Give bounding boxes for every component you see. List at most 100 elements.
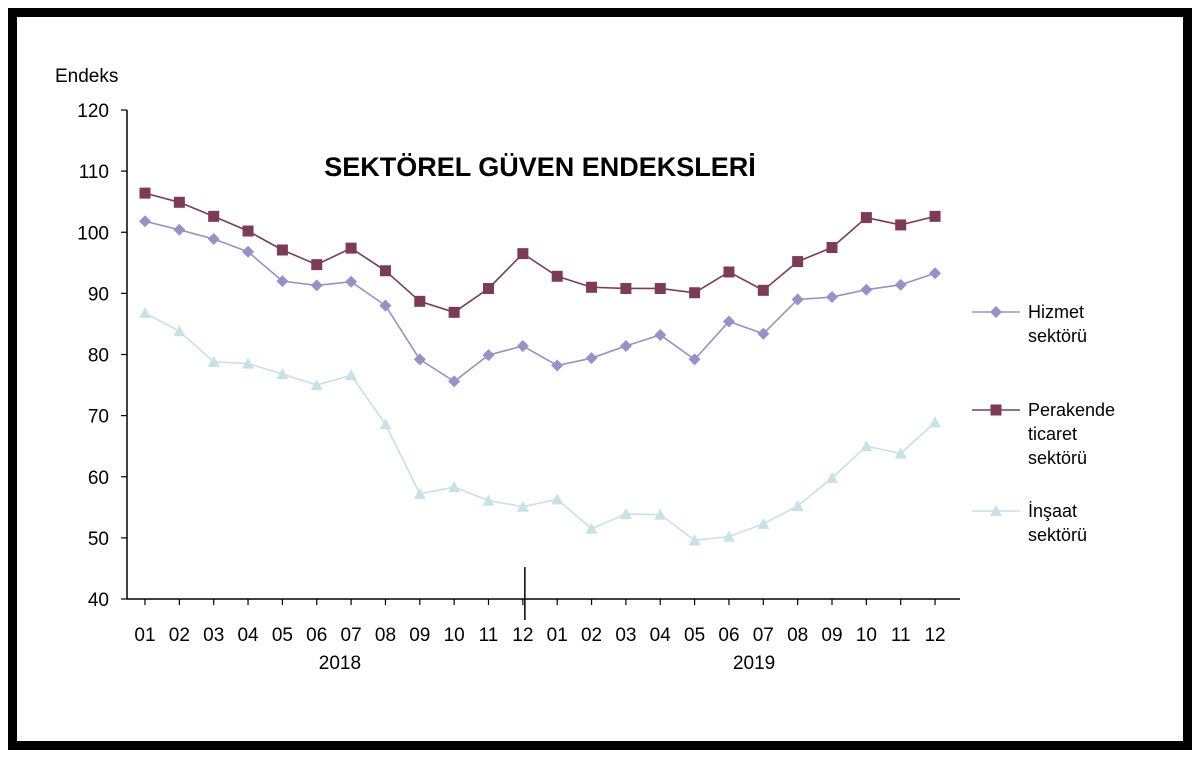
data-point — [139, 306, 151, 318]
data-point — [413, 353, 426, 366]
data-point — [860, 440, 873, 452]
data-point — [791, 500, 804, 512]
data-point — [723, 266, 735, 278]
data-point — [483, 282, 494, 294]
year-label-2019: 2019 — [733, 653, 775, 674]
y-tick-label: 120 — [77, 101, 109, 122]
series-line — [144, 220, 936, 383]
data-point — [586, 281, 598, 293]
data-point — [173, 196, 185, 208]
data-point — [482, 349, 495, 362]
legend-item-2: İnşaat sektörü — [972, 501, 1087, 545]
data-point — [379, 265, 391, 277]
legend-label: Perakende — [1028, 400, 1115, 420]
legend-label: İnşaat — [1028, 501, 1077, 521]
data-point — [242, 225, 254, 237]
y-tick-label: 80 — [88, 346, 109, 367]
data-point — [276, 275, 289, 288]
data-point — [860, 283, 873, 296]
data-point — [826, 242, 838, 254]
x-tick-label: 10 — [444, 625, 465, 646]
data-point — [345, 275, 358, 288]
data-point — [654, 282, 666, 294]
data-point — [242, 245, 255, 258]
data-point — [757, 284, 769, 296]
x-tick-label: 12 — [924, 625, 945, 646]
legend-item-0: Hizmet sektörü — [972, 302, 1087, 346]
data-point — [139, 215, 151, 228]
x-tick-label: 10 — [856, 625, 877, 646]
data-point — [242, 357, 255, 369]
legend-label: ticaret — [1028, 424, 1077, 444]
data-point — [722, 530, 735, 542]
data-point — [654, 508, 667, 520]
data-point — [139, 187, 151, 199]
x-tick-label: 08 — [375, 625, 396, 646]
x-tick-label: 07 — [753, 625, 774, 646]
y-tick-label: 50 — [88, 529, 109, 550]
data-point — [516, 500, 529, 512]
x-tick-label: 03 — [203, 625, 224, 646]
x-tick-label: 09 — [409, 625, 430, 646]
x-tick-label: 11 — [479, 625, 499, 646]
data-point — [551, 359, 564, 372]
data-point — [619, 339, 632, 352]
data-point — [413, 487, 426, 499]
data-point — [276, 244, 288, 256]
series-line — [144, 192, 936, 314]
data-point — [894, 447, 907, 459]
legend-item-1: Perakende ticaret sektörü — [972, 400, 1115, 468]
data-point — [516, 339, 529, 352]
data-point — [551, 493, 564, 505]
x-tick-label: 03 — [615, 625, 636, 646]
x-tick-label: 11 — [891, 625, 911, 646]
data-point — [448, 481, 461, 493]
x-tick-label: 02 — [581, 625, 602, 646]
data-point — [207, 355, 220, 367]
data-point — [517, 248, 529, 260]
series-layer — [139, 187, 942, 546]
legend-swatch-marker — [990, 404, 1002, 416]
legend-label: sektörü — [1028, 326, 1087, 346]
data-point — [345, 242, 357, 254]
data-point — [860, 212, 872, 224]
data-point — [620, 282, 632, 294]
series-line — [144, 312, 936, 542]
data-point — [929, 267, 942, 280]
data-point — [619, 508, 632, 520]
data-point — [173, 325, 186, 337]
x-tick-label: 06 — [306, 625, 327, 646]
chart-frame — [8, 8, 1192, 750]
y-tick-label: 110 — [79, 162, 109, 183]
data-point — [894, 278, 907, 291]
x-tick-label: 05 — [684, 625, 705, 646]
data-point — [689, 287, 701, 299]
data-point — [311, 259, 323, 271]
data-point — [757, 327, 770, 340]
data-point — [792, 256, 804, 268]
legend-swatch-marker — [990, 505, 1002, 516]
data-point — [208, 210, 220, 222]
x-tick-label: 06 — [718, 625, 739, 646]
data-point — [345, 369, 358, 381]
data-point — [654, 328, 667, 341]
x-tick-label: 01 — [134, 625, 155, 646]
series-0 — [139, 215, 942, 388]
data-point — [482, 494, 495, 506]
year-label-2018: 2018 — [319, 653, 361, 674]
data-point — [310, 279, 323, 292]
data-point — [551, 270, 563, 282]
series-1 — [139, 187, 941, 318]
y-tick-label: 40 — [88, 590, 109, 611]
y-axis-label: Endeks — [55, 66, 118, 87]
data-point — [895, 219, 907, 231]
data-point — [173, 223, 186, 236]
data-point — [688, 353, 701, 366]
data-point — [929, 210, 941, 222]
data-point — [688, 534, 701, 546]
x-tick-label: 04 — [650, 625, 672, 646]
y-tick-label: 60 — [88, 468, 109, 489]
x-tick-label: 09 — [821, 625, 842, 646]
